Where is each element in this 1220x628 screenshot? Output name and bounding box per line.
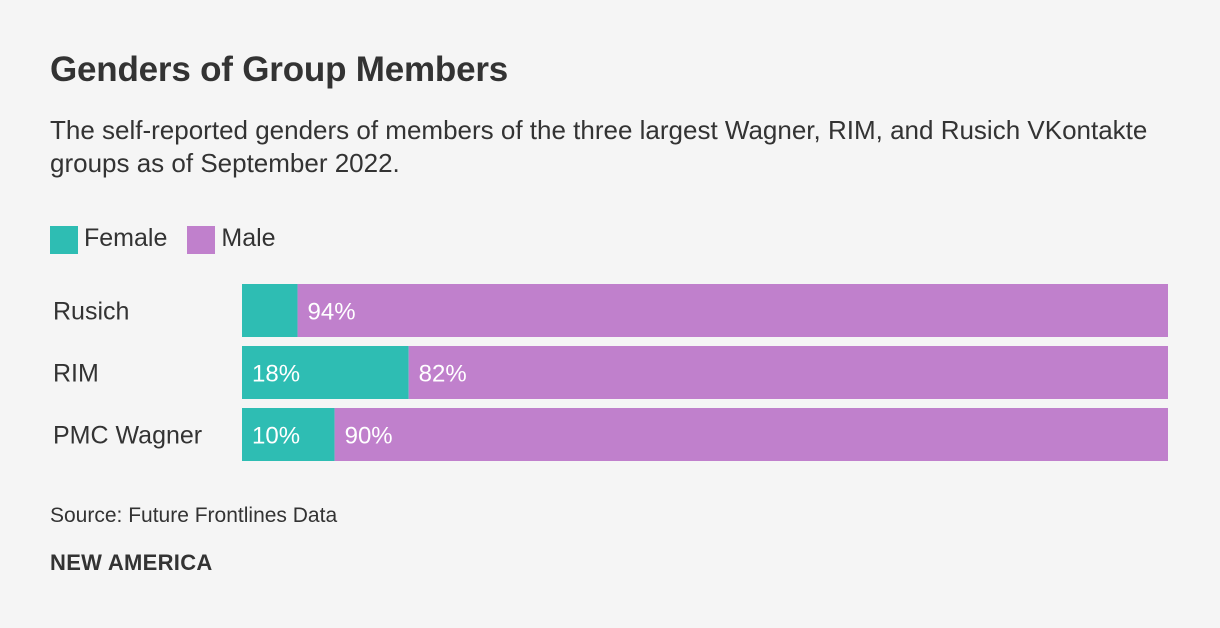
brand-logo-text: NEW AMERICA — [50, 550, 213, 575]
bar-female-rim — [242, 346, 409, 399]
bar-female-pmc-wagner — [242, 408, 335, 461]
bar-male-rim — [408, 346, 1168, 399]
legend: Female Male — [50, 222, 296, 254]
bar-chart: Rusich 94% RIM 18% 82% PMC Wagner 10% 90% — [53, 284, 1169, 461]
legend-swatch-female — [50, 226, 78, 254]
legend-label-male: Male — [221, 223, 276, 252]
chart-title: Genders of Group Members — [50, 50, 509, 89]
data-label-male-rim: 82% — [419, 361, 467, 388]
data-label-female-rim: 18% — [252, 361, 300, 388]
legend-item-male: Male — [187, 222, 276, 254]
data-label-male-pmc-wagner: 90% — [345, 423, 393, 450]
legend-swatch-male — [187, 226, 216, 254]
category-label-rusich: Rusich — [53, 298, 129, 326]
bar-male-pmc-wagner — [334, 408, 1169, 461]
legend-label-female: Female — [84, 223, 168, 252]
source-note: Source: Future Frontlines Data — [50, 504, 338, 527]
bar-female-rusich — [242, 284, 298, 337]
legend-item-female: Female — [50, 222, 167, 254]
category-label-rim: RIM — [53, 360, 99, 388]
data-label-male-rusich: 94% — [308, 299, 356, 326]
data-label-female-pmc-wagner: 10% — [252, 423, 300, 450]
bar-male-rusich — [297, 284, 1168, 337]
category-label-pmc-wagner: PMC Wagner — [53, 422, 202, 450]
chart-subtitle: The self-reported genders of members of … — [50, 115, 1148, 178]
